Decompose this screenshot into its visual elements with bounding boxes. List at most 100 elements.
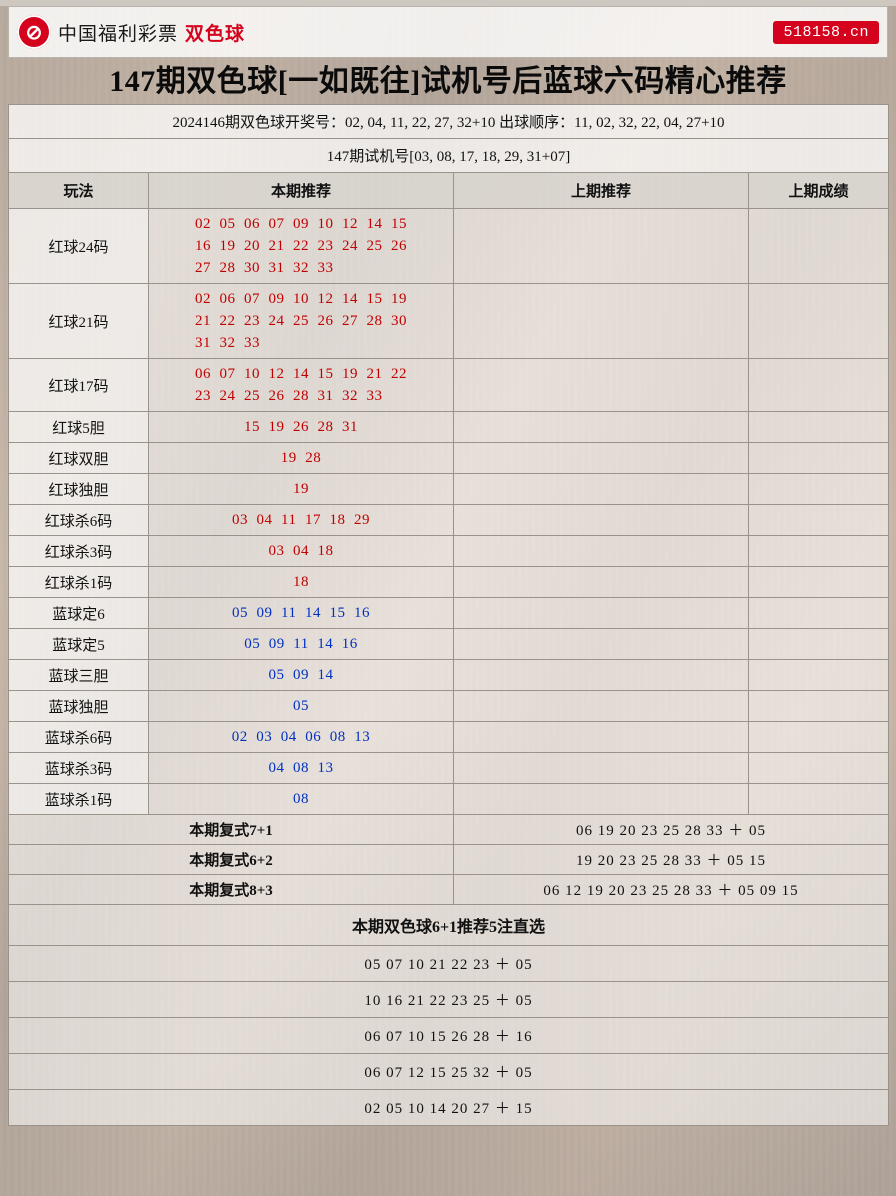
row-play-label: 蓝球杀3码 — [8, 752, 149, 784]
table-row: 红球独胆 19 — [8, 473, 889, 505]
fushi-label: 本期复式7+1 — [8, 814, 454, 845]
row-current-numbers: 19 28 — [280, 450, 322, 466]
fushi-numbers: 06 12 19 20 23 25 28 33 ＋ 05 09 15 — [453, 874, 889, 905]
table-row: 红球21码 02 06 07 09 10 12 14 15 19 21 22 2… — [8, 283, 889, 359]
fushi-numbers: 06 19 20 23 25 28 33 ＋ 05 — [453, 814, 889, 845]
row-score — [748, 358, 889, 412]
row-play-label: 红球杀1码 — [8, 566, 149, 598]
lottery-ball-logo-icon: ⊘ — [17, 15, 51, 49]
row-previous-numbers — [453, 535, 749, 567]
row-previous-numbers — [453, 504, 749, 536]
row-previous-numbers — [453, 659, 749, 691]
row-play-label: 蓝球杀6码 — [8, 721, 149, 753]
row-previous-numbers — [453, 752, 749, 784]
row-play-label: 红球24码 — [8, 208, 149, 284]
row-current-numbers: 06 07 10 12 14 15 19 21 22 23 24 25 26 2… — [195, 366, 407, 404]
column-header-current: 本期推荐 — [148, 172, 454, 209]
row-play-label: 红球杀3码 — [8, 535, 149, 567]
pick-numbers: 06 07 10 15 26 28 ＋ 16 — [8, 1017, 889, 1054]
row-score — [748, 442, 889, 474]
table-row: 红球杀3码 03 04 18 — [8, 535, 889, 567]
row-previous-numbers — [453, 721, 749, 753]
pick-numbers: 02 05 10 14 20 27 ＋ 15 — [8, 1089, 889, 1126]
row-current-numbers: 02 05 06 07 09 10 12 14 15 16 19 20 21 2… — [195, 216, 407, 276]
row-score — [748, 690, 889, 722]
table-row: 蓝球杀6码 02 03 04 06 08 13 — [8, 721, 889, 753]
row-score — [748, 283, 889, 359]
picks-title-row: 本期双色球6+1推荐5注直选 — [8, 904, 889, 946]
row-score — [748, 752, 889, 784]
table-row: 红球17码 06 07 10 12 14 15 19 21 22 23 24 2… — [8, 358, 889, 412]
row-previous-numbers — [453, 566, 749, 598]
row-score — [748, 597, 889, 629]
column-header-play: 玩法 — [8, 172, 149, 209]
row-current-numbers: 19 — [293, 481, 309, 497]
row-score — [748, 411, 889, 443]
row-score — [748, 628, 889, 660]
test-number-line: 147期试机号[03, 08, 17, 18, 29, 31+07] — [8, 138, 889, 173]
pick-row: 06 07 12 15 25 32 ＋ 05 — [8, 1053, 889, 1090]
pick-numbers: 06 07 12 15 25 32 ＋ 05 — [8, 1053, 889, 1090]
row-current-numbers: 08 — [293, 791, 309, 807]
row-previous-numbers — [453, 783, 749, 815]
row-previous-numbers — [453, 628, 749, 660]
table-row: 蓝球定5 05 09 11 14 16 — [8, 628, 889, 660]
row-score — [748, 566, 889, 598]
draw-result-line: 2024146期双色球开奖号：02, 04, 11, 22, 27, 32+10… — [8, 104, 889, 139]
row-current-numbers: 03 04 18 — [268, 543, 334, 559]
column-header-score: 上期成绩 — [748, 172, 889, 209]
row-play-label: 红球双胆 — [8, 442, 149, 474]
picks-title: 本期双色球6+1推荐5注直选 — [8, 904, 889, 946]
row-current-numbers: 15 19 26 28 31 — [244, 419, 358, 435]
table-row: 蓝球独胆 05 — [8, 690, 889, 722]
row-score — [748, 208, 889, 284]
fushi-label: 本期复式8+3 — [8, 874, 454, 905]
row-previous-numbers — [453, 442, 749, 474]
pick-numbers: 10 16 21 22 23 25 ＋ 05 — [8, 981, 889, 1018]
row-score — [748, 504, 889, 536]
row-play-label: 红球5胆 — [8, 411, 149, 443]
fushi-row: 本期复式8+3 06 12 19 20 23 25 28 33 ＋ 05 09 … — [8, 874, 889, 905]
row-play-label: 蓝球杀1码 — [8, 783, 149, 815]
fushi-row: 本期复式7+1 06 19 20 23 25 28 33 ＋ 05 — [8, 814, 889, 845]
row-previous-numbers — [453, 283, 749, 359]
brand-name-product: 双色球 — [185, 23, 246, 45]
test-number-row: 147期试机号[03, 08, 17, 18, 29, 31+07] — [8, 138, 889, 173]
row-score — [748, 659, 889, 691]
table-row: 蓝球杀3码 04 08 13 — [8, 752, 889, 784]
row-previous-numbers — [453, 411, 749, 443]
page-title: 147期双色球[一如既往]试机号后蓝球六码精心推荐 — [109, 65, 787, 98]
table-row: 红球杀1码 18 — [8, 566, 889, 598]
table-row: 红球5胆 15 19 26 28 31 — [8, 411, 889, 443]
row-play-label: 红球17码 — [8, 358, 149, 412]
row-current-numbers: 05 09 11 14 16 — [244, 636, 358, 652]
row-current-numbers: 05 09 11 14 15 16 — [232, 605, 370, 621]
row-play-label: 蓝球定5 — [8, 628, 149, 660]
draw-info-row: 2024146期双色球开奖号：02, 04, 11, 22, 27, 32+10… — [8, 104, 889, 139]
row-previous-numbers — [453, 597, 749, 629]
table-row: 红球双胆 19 28 — [8, 442, 889, 474]
row-score — [748, 473, 889, 505]
row-play-label: 蓝球三胆 — [8, 659, 149, 691]
pick-numbers: 05 07 10 21 22 23 ＋ 05 — [8, 945, 889, 982]
row-play-label: 红球21码 — [8, 283, 149, 359]
page-content: ⊘ 中国福利彩票 双色球 518158.cn 147期双色球[一如既往]试机号后… — [0, 6, 896, 1126]
row-current-numbers: 05 — [293, 698, 309, 714]
row-current-numbers: 03 04 11 17 18 29 — [232, 512, 370, 528]
row-previous-numbers — [453, 208, 749, 284]
row-play-label: 红球独胆 — [8, 473, 149, 505]
row-current-numbers: 05 09 14 — [268, 667, 334, 683]
column-header-previous: 上期推荐 — [453, 172, 749, 209]
pick-row: 06 07 10 15 26 28 ＋ 16 — [8, 1017, 889, 1054]
row-current-numbers: 04 08 13 — [268, 760, 334, 776]
table-row: 红球24码 02 05 06 07 09 10 12 14 15 16 19 2… — [8, 208, 889, 284]
brand-block: ⊘ 中国福利彩票 双色球 — [17, 15, 245, 49]
row-play-label: 蓝球定6 — [8, 597, 149, 629]
site-domain-badge: 518158.cn — [773, 20, 879, 44]
row-score — [748, 721, 889, 753]
row-current-numbers: 18 — [293, 574, 309, 590]
row-previous-numbers — [453, 358, 749, 412]
site-header: ⊘ 中国福利彩票 双色球 518158.cn — [8, 6, 888, 58]
table-header-row: 玩法 本期推荐 上期推荐 上期成绩 — [8, 172, 889, 209]
pick-row: 05 07 10 21 22 23 ＋ 05 — [8, 945, 889, 982]
